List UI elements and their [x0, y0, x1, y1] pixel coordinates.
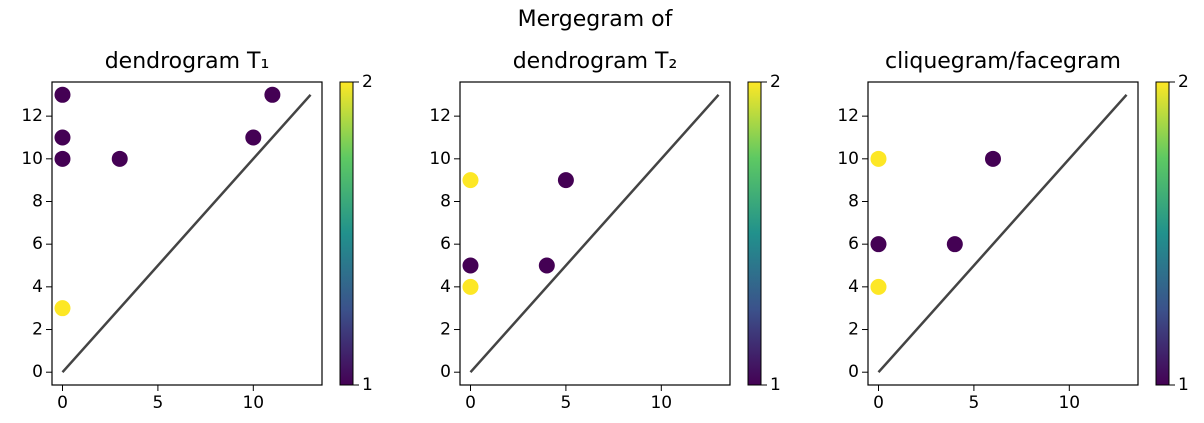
y-tick-label: 10 [21, 149, 43, 169]
y-tick-label: 2 [440, 320, 451, 340]
point [245, 129, 262, 146]
y-tick-label: 12 [429, 106, 451, 126]
point [538, 257, 555, 274]
point [264, 86, 281, 103]
point [462, 278, 479, 295]
diagonal-line [61, 93, 312, 374]
x-tick-label: 0 [873, 393, 884, 413]
point [462, 172, 479, 189]
y-tick-label: 4 [32, 277, 43, 297]
axes-frame [867, 81, 1139, 386]
y-tick-label: 4 [440, 277, 451, 297]
point [54, 150, 71, 167]
x-tick-label: 5 [968, 393, 979, 413]
y-tick-label: 2 [848, 320, 859, 340]
subplot-title: dendrogram T₂ [513, 49, 678, 74]
colorbar [339, 81, 354, 386]
y-tick-label: 0 [32, 362, 43, 382]
subplot-title: cliquegram/facegram [885, 49, 1121, 74]
y-tick-label: 10 [429, 149, 451, 169]
point [54, 300, 71, 317]
point [946, 236, 963, 253]
y-tick-label: 4 [848, 277, 859, 297]
point [111, 150, 128, 167]
point [870, 236, 887, 253]
colorbar-tick-label: 2 [770, 72, 781, 92]
point [54, 86, 71, 103]
colorbar-tick-label: 2 [1178, 72, 1189, 92]
y-tick-label: 8 [440, 191, 451, 211]
y-tick-label: 0 [848, 362, 859, 382]
y-tick-label: 12 [837, 106, 859, 126]
point [54, 129, 71, 146]
axes-frame [459, 81, 731, 386]
axes-frame [51, 81, 323, 386]
x-tick-label: 10 [242, 393, 264, 413]
point [462, 257, 479, 274]
y-tick-label: 6 [32, 234, 43, 254]
x-tick-label: 5 [560, 393, 571, 413]
point [870, 278, 887, 295]
y-tick-label: 8 [32, 191, 43, 211]
colorbar-tick-label: 1 [770, 375, 781, 395]
point [984, 150, 1001, 167]
x-tick-label: 5 [152, 393, 163, 413]
y-tick-label: 2 [32, 320, 43, 340]
colorbar-tick-label: 2 [362, 72, 373, 92]
diagonal-line [469, 93, 720, 374]
colorbar [747, 81, 762, 386]
y-tick-label: 8 [848, 191, 859, 211]
y-tick-label: 0 [440, 362, 451, 382]
y-tick-label: 6 [848, 234, 859, 254]
y-tick-label: 10 [837, 149, 859, 169]
colorbar-tick-label: 1 [1178, 375, 1189, 395]
subplot-title: Mergegram of [518, 7, 674, 32]
x-tick-label: 0 [465, 393, 476, 413]
y-tick-label: 6 [440, 234, 451, 254]
x-tick-label: 10 [650, 393, 672, 413]
x-tick-label: 0 [57, 393, 68, 413]
x-tick-label: 10 [1058, 393, 1080, 413]
point [557, 172, 574, 189]
point [870, 150, 887, 167]
y-tick-label: 12 [21, 106, 43, 126]
diagonal-line [877, 93, 1128, 374]
colorbar-tick-label: 1 [362, 375, 373, 395]
subplot-title: dendrogram T₁ [105, 49, 270, 74]
colorbar [1155, 81, 1170, 386]
